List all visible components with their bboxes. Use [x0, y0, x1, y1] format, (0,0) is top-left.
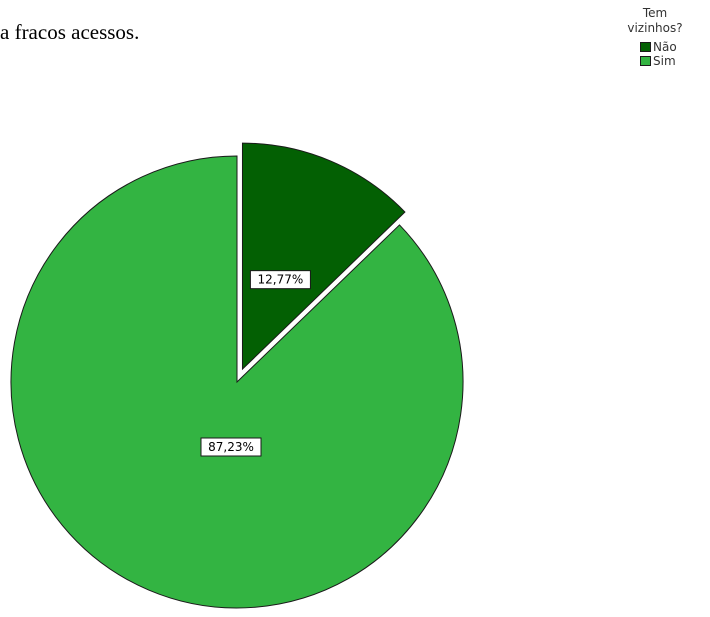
legend-item-sim: Sim [640, 54, 706, 68]
slice-label-box [249, 270, 311, 290]
pie-slice-nao [241, 142, 406, 371]
pie-slice-sim [10, 155, 464, 609]
legend-title-line2: vizinhos? [627, 21, 683, 35]
legend-item-nao: Não [640, 40, 706, 54]
slice-label-text: 12,77% [258, 273, 304, 287]
legend-items: Não Sim [640, 40, 706, 68]
legend-title-line1: Tem [642, 6, 668, 20]
document-text-fragment: a fracos acessos. [0, 20, 140, 44]
slice-label-sim: 87,23% [200, 437, 262, 457]
legend-swatch-sim [640, 56, 651, 66]
slice-label-text: 87,23% [208, 440, 254, 454]
legend-label-sim: Sim [653, 54, 676, 68]
slice-label-nao: 12,77% [249, 270, 311, 290]
chart-legend: Tem vizinhos? Não Sim [610, 6, 706, 68]
legend-title: Tem vizinhos? [610, 6, 700, 36]
legend-label-nao: Não [653, 40, 677, 54]
legend-swatch-nao [640, 42, 651, 52]
slice-label-box [200, 437, 262, 457]
